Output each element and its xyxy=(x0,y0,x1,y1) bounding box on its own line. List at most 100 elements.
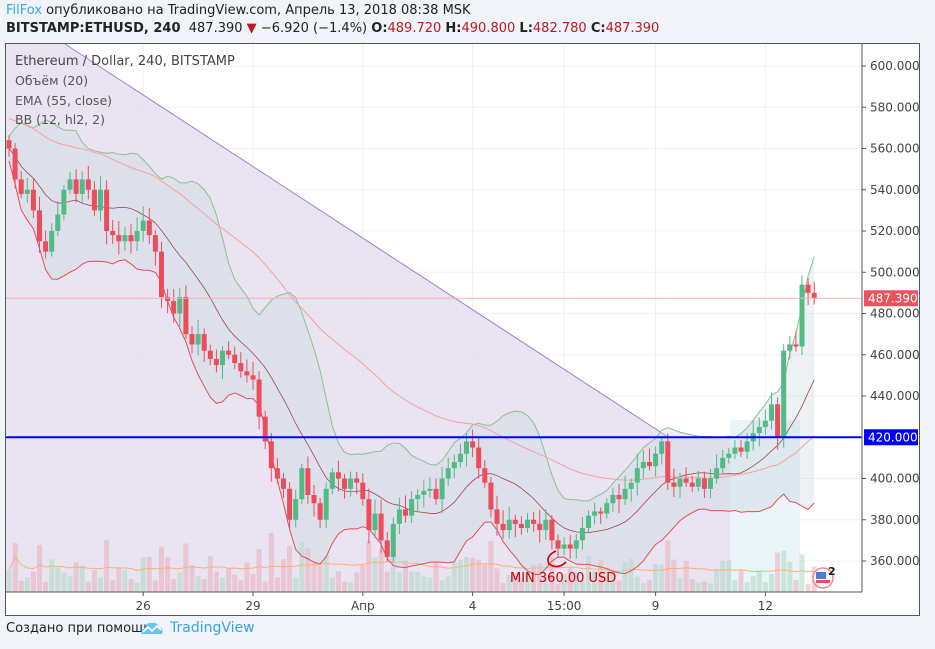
candle-body xyxy=(506,519,512,531)
legend-ema[interactable]: EMA (55, close) xyxy=(15,92,113,108)
volume-bar xyxy=(555,583,561,592)
volume-bar xyxy=(659,564,665,592)
volume-bar xyxy=(354,572,360,592)
candle-body xyxy=(207,350,213,359)
volume-bar xyxy=(128,579,134,592)
footer-created: Создано при помощи xyxy=(6,621,152,636)
candle-body xyxy=(476,447,482,469)
candle-body xyxy=(598,511,604,514)
open-label: O: xyxy=(371,21,388,36)
volume-bar xyxy=(281,559,286,592)
volume-bar xyxy=(213,571,219,592)
volume-bar xyxy=(195,576,201,592)
candle-body xyxy=(213,358,219,366)
candle-body xyxy=(61,189,67,215)
volume-bar xyxy=(640,583,646,592)
candle-body xyxy=(586,515,591,528)
volume-bar xyxy=(689,579,695,592)
candle-body xyxy=(354,478,360,483)
high-value: 490.800 xyxy=(461,21,516,36)
volume-bar xyxy=(586,556,591,592)
last-price-tag-bg xyxy=(864,290,918,307)
candle-body xyxy=(281,478,286,489)
candle-body xyxy=(18,179,24,194)
author-link[interactable]: FilFox xyxy=(6,3,43,18)
volume-bar xyxy=(396,571,402,592)
low-value: 482.780 xyxy=(532,21,587,36)
volume-bar xyxy=(579,581,585,592)
volume-bar xyxy=(152,580,158,592)
legend-bb[interactable]: BB (12, hl2, 2) xyxy=(15,111,105,127)
volume-bar xyxy=(12,543,18,592)
candle-body xyxy=(299,468,305,500)
flag-stripe xyxy=(816,580,830,583)
bb-upper xyxy=(8,119,815,502)
candle-body xyxy=(805,284,811,293)
volume-bar xyxy=(616,580,622,592)
candle-body xyxy=(775,404,781,438)
volume-bar xyxy=(73,562,79,592)
candle-body xyxy=(201,334,207,351)
volume-bar xyxy=(622,561,628,592)
price-tick-label: 360.000 xyxy=(870,554,920,568)
volume-bar xyxy=(567,567,573,592)
volume-bar xyxy=(43,581,49,592)
candle-body xyxy=(360,482,366,500)
volume-bar xyxy=(714,568,720,592)
candle-body xyxy=(708,478,713,489)
candle-body xyxy=(592,511,598,516)
price-tick-label: 440.000 xyxy=(870,389,920,403)
volume-bar xyxy=(226,568,232,592)
candle-body xyxy=(177,297,183,314)
legend-volume[interactable]: Объём (20) xyxy=(15,73,89,89)
volume-bar xyxy=(610,570,616,592)
candle-body xyxy=(274,468,280,479)
candle-body xyxy=(85,179,91,190)
candle-body xyxy=(140,220,146,231)
candle-body xyxy=(122,235,128,242)
candle-body xyxy=(787,344,793,351)
events-count: 2 xyxy=(828,565,836,578)
candle-body xyxy=(110,231,116,236)
candle-body xyxy=(433,488,439,500)
level-price-tag: 420.000 xyxy=(868,430,918,444)
candle-body xyxy=(488,482,494,510)
volume-bar xyxy=(512,573,518,592)
volume-bar xyxy=(116,568,122,592)
candle-body xyxy=(396,509,402,524)
candle-body xyxy=(79,179,85,194)
chart-legend: Ethereum / Dollar, 240, BITSTAMP Объём (… xyxy=(15,52,235,129)
volume-bar xyxy=(756,570,762,592)
volume-bar xyxy=(506,574,512,592)
candle-body xyxy=(104,189,110,231)
candle-body xyxy=(323,488,329,520)
volume-bar xyxy=(238,579,244,592)
candle-body xyxy=(244,371,250,376)
candle-body xyxy=(43,241,49,252)
candle-body xyxy=(512,519,518,524)
candle-body xyxy=(714,468,720,479)
candle-body xyxy=(421,490,427,495)
candle-body xyxy=(561,544,567,549)
volume-bar xyxy=(49,559,55,592)
volume-bar xyxy=(482,563,488,592)
candle-body xyxy=(293,499,299,520)
min-price-annotation: MIN 360.00 USD xyxy=(510,571,616,586)
volume-bar xyxy=(409,571,415,592)
volume-bar xyxy=(122,570,128,592)
candle-body xyxy=(531,519,537,524)
price-tick-label: 500.000 xyxy=(870,265,920,279)
candle-body xyxy=(427,488,433,491)
candle-body xyxy=(329,472,335,489)
candle-body xyxy=(482,468,488,483)
candle-body xyxy=(518,523,524,528)
volume-bar xyxy=(274,577,280,592)
volume-bar xyxy=(744,582,750,592)
candle-body xyxy=(134,231,140,242)
candle-body xyxy=(640,462,646,469)
volume-bar xyxy=(726,560,732,592)
volume-bar xyxy=(256,549,262,592)
candle-body xyxy=(311,495,317,504)
tradingview-link[interactable]: TradingView xyxy=(140,620,255,636)
